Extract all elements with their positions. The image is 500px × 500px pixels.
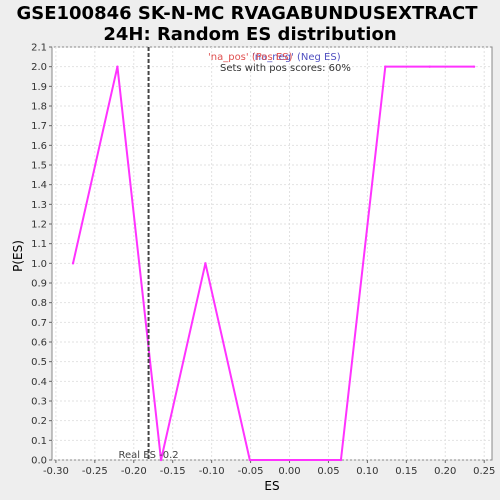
y-tick-label: 0.6	[31, 338, 47, 349]
plot-area	[51, 46, 493, 461]
chart-title-line2: 24H: Random ES distribution	[103, 24, 396, 45]
real-es-label: Real ES -0.2	[119, 450, 179, 461]
y-tick-label: 1.4	[31, 180, 47, 191]
y-tick-label: 0.1	[31, 436, 47, 447]
es-data-point	[384, 65, 387, 68]
es-data-point	[116, 65, 119, 68]
series-layer	[71, 65, 476, 462]
es-data-point	[339, 458, 343, 462]
y-tick-label: 1.0	[31, 259, 47, 270]
y-tick-label: 0.0	[31, 456, 47, 467]
x-tick-label: -0.05	[238, 466, 264, 477]
x-tick-label: -0.20	[121, 466, 147, 477]
y-tick-label: 0.7	[31, 318, 47, 329]
ticks-layer: 0.0 0.1 0.2 0.3 0.4 0.5 0.6 0.7 0.8 0.9 1.0 1.1 1.2 1…	[31, 43, 495, 478]
y-axis-label: P(ES)	[11, 240, 25, 272]
x-tick-label: -0.15	[160, 466, 186, 477]
y-tick-label: 0.8	[31, 298, 47, 309]
x-tick-label: 0.25	[473, 466, 495, 477]
es-data-point	[472, 65, 476, 68]
y-tick-label: 0.4	[31, 377, 47, 388]
y-tick-label: 2.0	[31, 62, 47, 73]
y-tick-label: 1.3	[31, 200, 47, 211]
y-tick-label: 1.2	[31, 220, 47, 231]
x-axis-label: ES	[264, 479, 279, 493]
legend-pos-label: 'na_pos' (Pos ES)	[208, 52, 293, 63]
y-tick-label: 0.9	[31, 279, 47, 290]
es-data-point	[159, 458, 163, 462]
y-tick-label: 0.3	[31, 397, 47, 408]
x-tick-label: -0.25	[82, 466, 108, 477]
y-tick-label: 1.5	[31, 161, 47, 172]
es-data-point	[204, 262, 207, 265]
es-data-point	[428, 65, 431, 68]
x-tick-label: -0.10	[199, 466, 225, 477]
legend-neg-label: 'na_neg' (Neg ES)	[252, 52, 341, 63]
x-tick-label: -0.30	[43, 466, 69, 477]
y-tick-label: 1.7	[31, 121, 47, 132]
es-data-point	[248, 458, 252, 462]
legend-summary: Sets with pos scores: 60%	[220, 63, 351, 74]
y-tick-label: 0.2	[31, 416, 47, 427]
y-tick-label: 1.6	[31, 141, 47, 152]
x-tick-label: 0.00	[278, 466, 300, 477]
y-tick-label: 0.5	[31, 357, 47, 368]
x-tick-label: 0.10	[356, 466, 378, 477]
y-tick-label: 1.9	[31, 82, 47, 93]
chart-title-line1: GSE100846 SK-N-MC RVAGABUNDUSEXTRACT	[16, 3, 478, 24]
y-tick-label: 2.1	[31, 43, 47, 54]
es-data-point	[71, 262, 75, 265]
x-tick-label: 0.20	[434, 466, 456, 477]
x-tick-label: 0.15	[395, 466, 417, 477]
x-tick-label: 0.05	[317, 466, 339, 477]
y-tick-label: 1.8	[31, 102, 47, 113]
y-tick-label: 1.1	[31, 239, 47, 250]
